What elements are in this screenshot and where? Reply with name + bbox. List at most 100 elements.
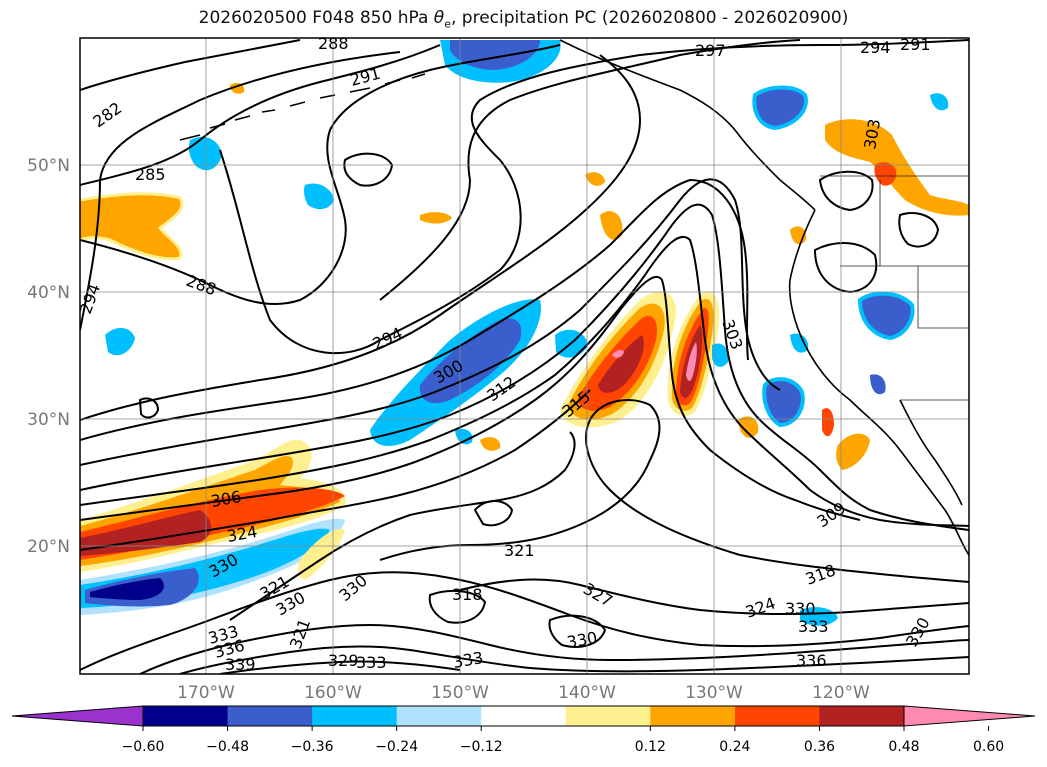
west-coast-north-america xyxy=(788,209,969,556)
precip-se-cyan xyxy=(762,377,805,428)
contour-label: 294 xyxy=(860,38,891,57)
us-state-lines xyxy=(840,180,969,329)
precip-small-orange-f xyxy=(585,172,605,186)
contour-label: 288 xyxy=(318,34,349,53)
colorbar-segment xyxy=(481,706,567,726)
contour-loop-g xyxy=(428,589,487,624)
contour-label: 333 xyxy=(356,653,387,672)
colorbar-segment xyxy=(143,706,229,726)
precip-coast-blue xyxy=(860,293,913,338)
precip-small-yellow-e xyxy=(420,212,452,224)
precip-small-cyan-m xyxy=(455,428,473,445)
contour-336 xyxy=(179,645,969,674)
precip-northeast-band-blue xyxy=(419,318,522,404)
colorbar-segment xyxy=(227,706,313,726)
contour-303 xyxy=(80,178,749,441)
contour-loop-d xyxy=(818,170,874,212)
colorbar-tick-label: −0.60 xyxy=(122,739,165,755)
precip-east-pink xyxy=(686,342,697,382)
precip-west-cyan-2 xyxy=(304,183,334,210)
colorbar-tick-label: 0.48 xyxy=(888,739,919,755)
contour-label: 330 xyxy=(785,599,816,618)
contour-288 xyxy=(80,44,561,306)
colorbar-frame xyxy=(142,705,905,727)
contour-285 xyxy=(80,44,441,186)
precip-small-cyan-i xyxy=(930,93,949,111)
contour-318 xyxy=(379,399,969,583)
colorbar-tick-label: 0.24 xyxy=(719,739,750,755)
colorbar-tick-label: 0.60 xyxy=(973,739,1004,755)
colorbar-segment xyxy=(565,706,651,726)
precip-left-cyan xyxy=(105,327,135,356)
contour-loop-f xyxy=(813,242,878,294)
theta-e-contours xyxy=(80,39,969,674)
colorbar-ticks: −0.60 −0.48 −0.36 −0.24 −0.12 0.12 0.24 0.36 0.4… xyxy=(122,726,1004,755)
precip-coast-cyan xyxy=(857,291,915,341)
contour-label: 297 xyxy=(695,41,726,60)
precip-small-orange-h xyxy=(600,211,623,240)
precip-negative-band-navy xyxy=(90,578,164,600)
lat-axis: 50°N 40°N 30°N 20°N xyxy=(27,156,70,557)
lat-label-40n: 40°N xyxy=(27,283,70,303)
contour-330 xyxy=(80,571,969,671)
precip-gulf-alaska-blue xyxy=(754,87,806,128)
precip-small-darkred xyxy=(822,408,834,437)
contour-loop-c xyxy=(473,500,514,527)
precip-central-darkred xyxy=(598,335,644,393)
colorbar-tick-label: 0.12 xyxy=(635,739,666,755)
lat-label-30n: 30°N xyxy=(27,410,70,430)
lon-label-120w: 120°W xyxy=(812,683,870,703)
colorbar-tick-label: −0.24 xyxy=(375,739,418,755)
lat-label-20n: 20°N xyxy=(27,537,70,557)
colorbar-segment xyxy=(312,706,398,726)
title-subscript: e xyxy=(444,17,451,31)
colorbar-segment xyxy=(396,706,482,726)
colorbar: −0.60 −0.48 −0.36 −0.24 −0.12 0.12 0.24 0.36 0.4… xyxy=(11,705,1036,755)
graticule xyxy=(80,38,969,674)
coastlines xyxy=(179,39,969,556)
map-title: 2026020500 F048 850 hPa θe, precipitatio… xyxy=(0,8,1047,30)
title-main: 2026020500 F048 850 hPa xyxy=(198,8,434,28)
contour-300 xyxy=(80,54,642,421)
lon-label-150w: 150°W xyxy=(431,683,489,703)
title-period: , precipitation PC (2026020800 - 2026020… xyxy=(450,8,849,28)
colorbar-tick-label: −0.12 xyxy=(460,739,503,755)
precip-coastal-orange xyxy=(836,433,870,470)
precip-northwest-orange xyxy=(80,193,182,259)
colorbar-extend-max-arrow xyxy=(903,705,1036,727)
contour-loop-h xyxy=(548,614,607,648)
colorbar-tick-label: −0.48 xyxy=(206,739,249,755)
aleutian-islands xyxy=(179,73,426,141)
precip-mid-pink xyxy=(612,349,624,358)
lon-label-130w: 130°W xyxy=(685,683,743,703)
map-frame xyxy=(79,37,970,675)
lon-label-140w: 140°W xyxy=(558,683,616,703)
precip-northeast-orange xyxy=(825,119,969,216)
precip-se-blue xyxy=(764,379,803,425)
colorbar-tick-label: −0.36 xyxy=(291,739,334,755)
precip-small-cyan-b xyxy=(712,343,729,367)
contour-297 xyxy=(379,39,801,301)
contour-282 xyxy=(80,39,301,91)
contour-291 xyxy=(219,39,969,355)
map-content: 288 291 297 294 291 282 285 303 288 294 … xyxy=(80,34,969,674)
precip-small-cyan-j xyxy=(800,607,838,626)
precip-aleutian-blue xyxy=(450,40,540,70)
contour-327 xyxy=(459,578,969,616)
contour-label: 339 xyxy=(225,655,256,674)
colorbar-tick-label: 0.36 xyxy=(804,739,835,755)
contour-339 xyxy=(219,660,461,674)
precip-northwest-yellow-edge xyxy=(80,192,184,261)
contour-label: 318 xyxy=(452,585,483,604)
lon-label-170w: 170°W xyxy=(177,683,235,703)
contour-label: 329 xyxy=(328,651,359,670)
alaska-coast xyxy=(559,39,816,211)
precip-mid-yellow xyxy=(738,416,759,438)
precip-small-blue-d xyxy=(870,374,886,395)
contour-label: 333 xyxy=(798,617,829,636)
contour-loop-a xyxy=(343,152,394,187)
contour-label: 291 xyxy=(900,35,931,54)
precip-small-orange-l xyxy=(480,437,501,451)
contour-315 xyxy=(80,275,861,521)
